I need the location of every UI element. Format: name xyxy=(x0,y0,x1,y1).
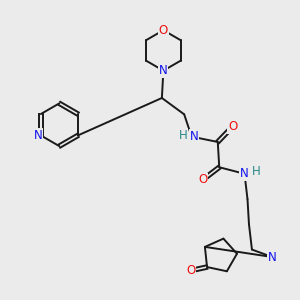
Text: O: O xyxy=(228,120,237,133)
Text: N: N xyxy=(34,129,42,142)
Text: O: O xyxy=(186,264,195,277)
Text: N: N xyxy=(240,167,249,180)
Text: O: O xyxy=(198,173,208,186)
Text: H: H xyxy=(251,165,260,178)
Text: N: N xyxy=(159,64,168,77)
Text: N: N xyxy=(268,250,277,263)
Text: N: N xyxy=(190,130,198,143)
Text: H: H xyxy=(179,129,188,142)
Text: O: O xyxy=(159,24,168,37)
